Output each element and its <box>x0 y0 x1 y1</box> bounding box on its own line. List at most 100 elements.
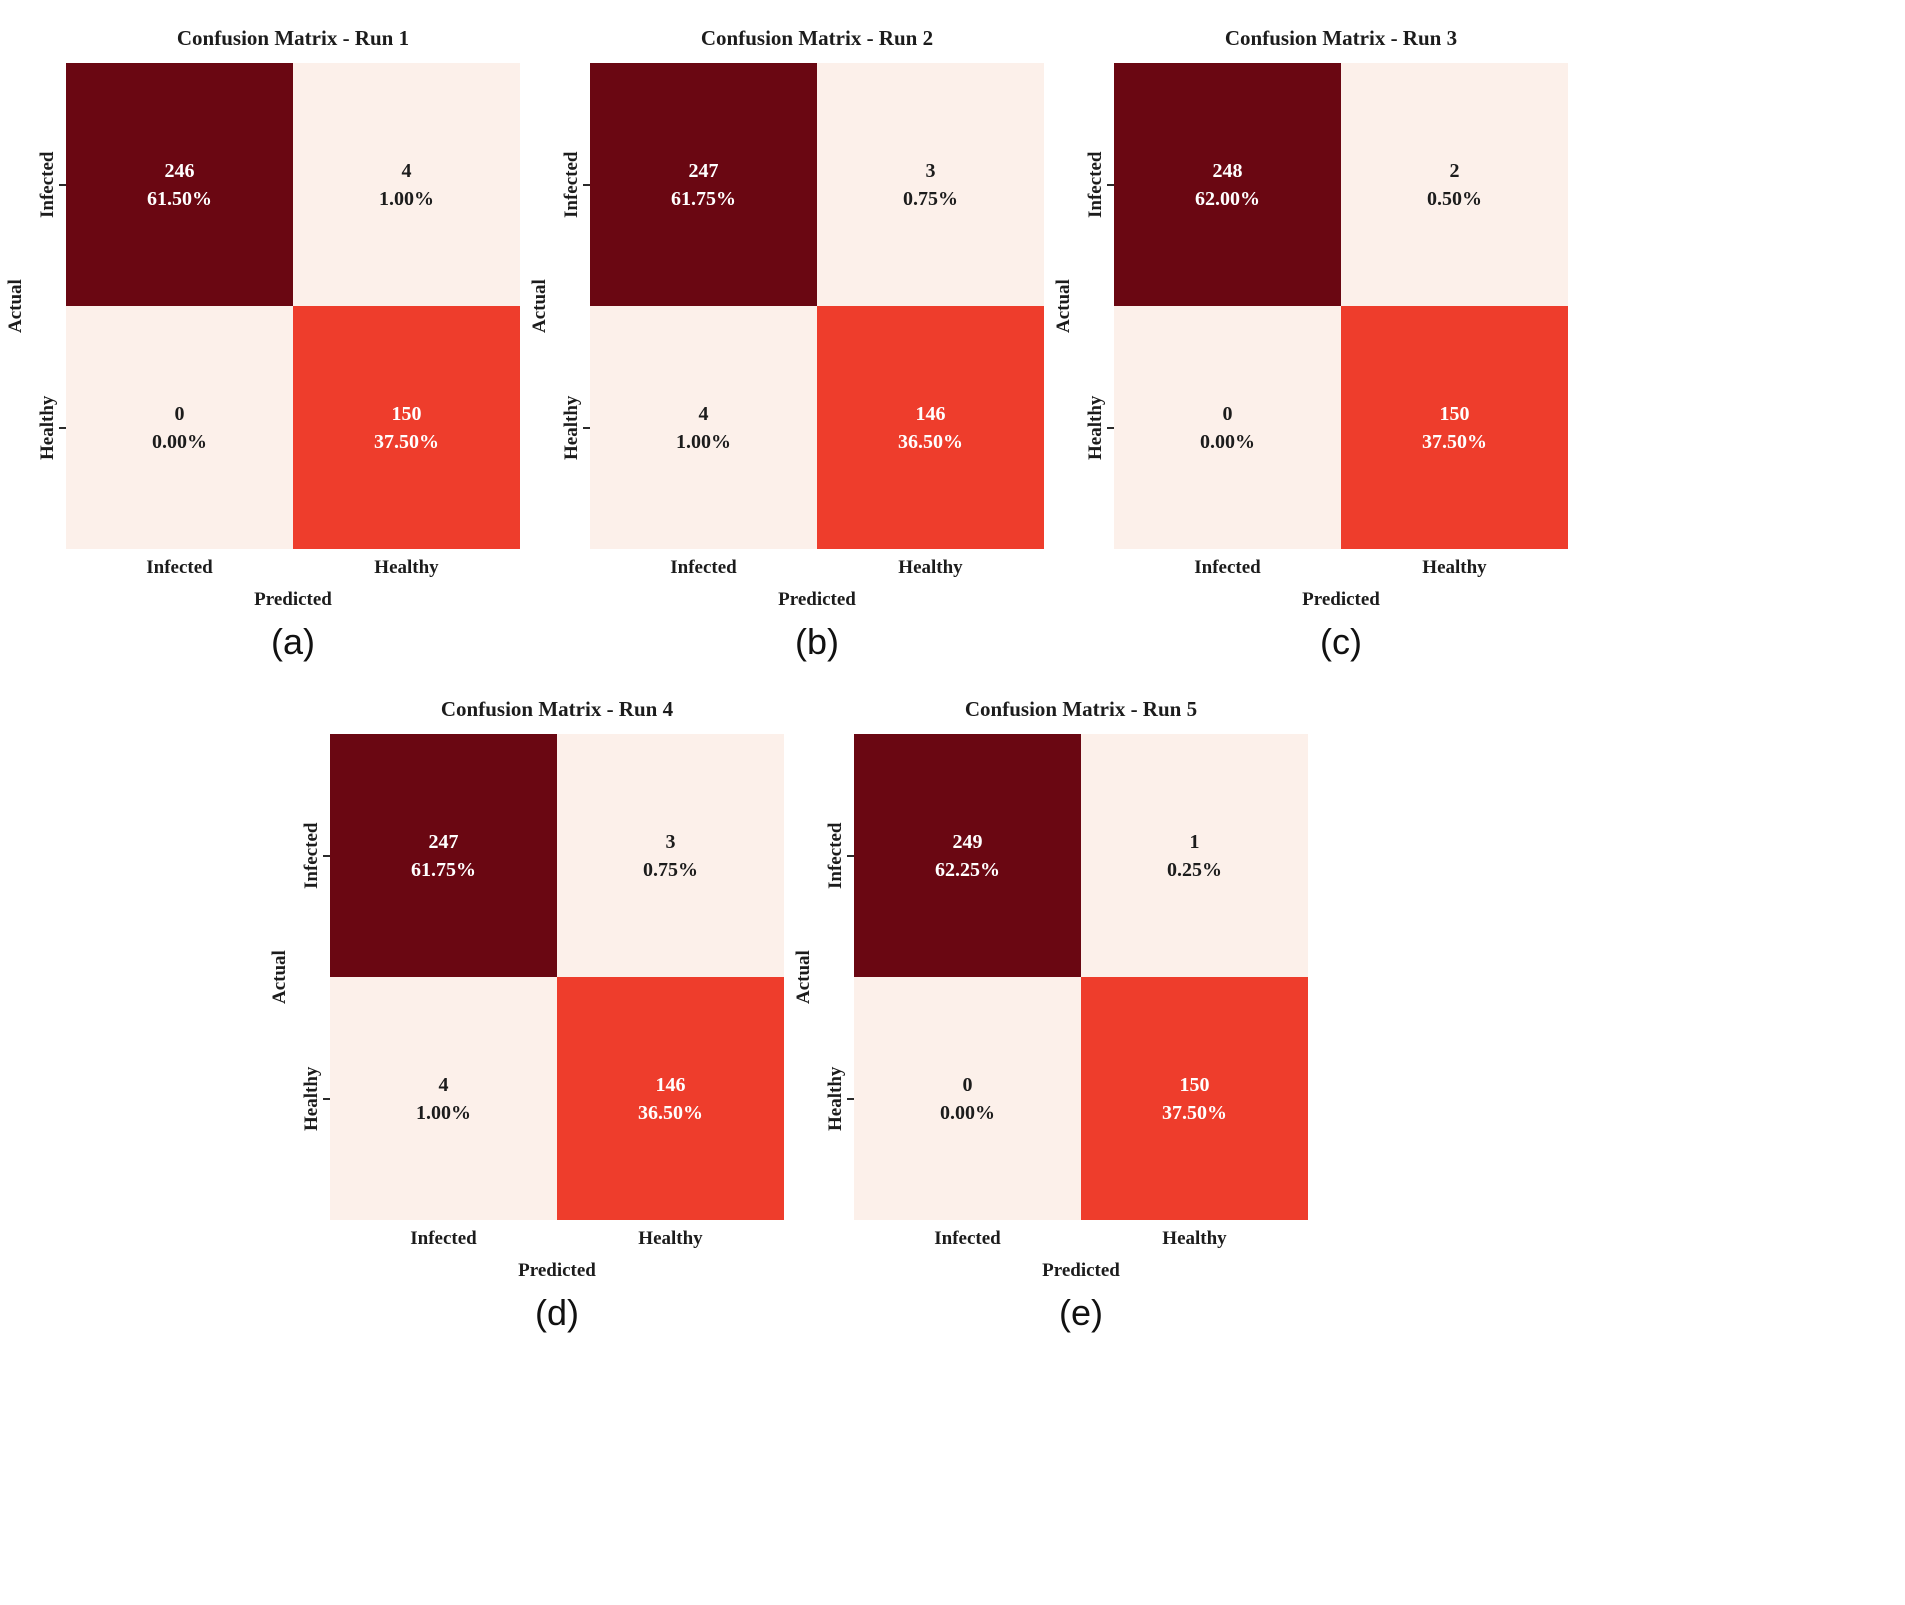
x-tick-infected: Infected <box>1194 557 1261 578</box>
cell-infected-infected: 247 61.75% <box>330 734 557 977</box>
x-tick-healthy: Healthy <box>1162 1228 1227 1249</box>
cell-infected-healthy: 3 0.75% <box>557 734 784 977</box>
y-axis-label: Actual <box>1053 279 1074 333</box>
x-axis-label: Predicted <box>778 589 856 610</box>
cell-percent: 61.75% <box>671 187 736 210</box>
y-tick-labels: Infected Healthy <box>294 734 330 1220</box>
y-axis-label: Actual <box>529 279 550 333</box>
cell-count: 247 <box>428 830 459 853</box>
x-tick-infected: Infected <box>670 557 737 578</box>
confusion-matrix-run-3: Confusion Matrix - Run 3 Actual Infected… <box>1050 26 1568 663</box>
cell-percent: 0.00% <box>1200 430 1255 453</box>
cell-count: 150 <box>1179 1073 1210 1096</box>
cell-percent: 0.75% <box>903 187 958 210</box>
heatmap: 247 61.75% 3 0.75% 4 1.00% <box>583 63 1044 549</box>
cell-percent: 0.75% <box>643 858 698 881</box>
subfigure-caption: (c) <box>1320 621 1362 662</box>
cell-percent: 0.50% <box>1427 187 1482 210</box>
cell-infected-infected: 248 62.00% <box>1114 63 1341 306</box>
cell-count: 247 <box>688 159 719 182</box>
cell-count: 3 <box>925 159 936 182</box>
cell-count: 0 <box>174 402 185 425</box>
cell-healthy-infected: 0 0.00% <box>854 977 1081 1220</box>
cell-percent: 62.00% <box>1195 187 1260 210</box>
cell-percent: 1.00% <box>416 1101 471 1124</box>
cell-healthy-infected: 4 1.00% <box>330 977 557 1220</box>
cell-count: 0 <box>1222 402 1233 425</box>
confusion-matrix-run-5: Confusion Matrix - Run 5 Actual Infected… <box>790 697 1308 1334</box>
cell-percent: 36.50% <box>898 430 963 453</box>
cell-count: 1 <box>1189 830 1200 853</box>
cell-healthy-infected: 0 0.00% <box>66 306 293 549</box>
y-axis-label: Actual <box>793 950 814 1004</box>
cell-percent: 37.50% <box>1162 1101 1227 1124</box>
subfigure-caption: (d) <box>535 1292 579 1333</box>
x-tick-labels: Infected Healthy <box>854 1228 1308 1250</box>
cell-infected-infected: 246 61.50% <box>66 63 293 306</box>
cell-count: 146 <box>915 402 946 425</box>
cell-infected-healthy: 3 0.75% <box>817 63 1044 306</box>
subfigure-caption: (e) <box>1059 1292 1103 1333</box>
cell-percent: 1.00% <box>379 187 434 210</box>
heatmap-grid: 247 61.75% 3 0.75% 4 1.00% <box>330 734 784 1220</box>
cell-count: 4 <box>698 402 709 425</box>
heatmap-grid: 246 61.50% 4 1.00% 0 0.00% <box>66 63 520 549</box>
y-tick-labels: Infected Healthy <box>30 63 66 549</box>
x-axis-label: Predicted <box>1302 589 1380 610</box>
heatmap-grid: 249 62.25% 1 0.25% 0 0.00% <box>854 734 1308 1220</box>
figure-content: Confusion Matrix - Run 1 Actual Infected… <box>2 26 1572 1334</box>
cell-count: 2 <box>1449 159 1460 182</box>
x-tick-healthy: Healthy <box>1422 557 1487 578</box>
cell-infected-healthy: 4 1.00% <box>293 63 520 306</box>
chart-title: Confusion Matrix - Run 5 <box>964 697 1198 721</box>
chart-body: Actual Infected Healthy 248 62.00% 2 <box>1050 63 1568 549</box>
x-tick-infected: Infected <box>934 1228 1001 1249</box>
cell-healthy-infected: 4 1.00% <box>590 306 817 549</box>
y-axis-label: Actual <box>5 279 26 333</box>
cell-percent: 62.25% <box>935 858 1000 881</box>
x-tick-infected: Infected <box>410 1228 477 1249</box>
confusion-matrix-run-2: Confusion Matrix - Run 2 Actual Infected… <box>526 26 1044 663</box>
cell-count: 4 <box>438 1073 449 1096</box>
chart-body: Actual Infected Healthy 246 61.50% 4 <box>2 63 520 549</box>
x-tick-infected: Infected <box>146 557 213 578</box>
x-tick-healthy: Healthy <box>898 557 963 578</box>
cell-count: 150 <box>1439 402 1470 425</box>
cell-count: 0 <box>962 1073 973 1096</box>
chart-title: Confusion Matrix - Run 2 <box>700 26 934 50</box>
x-tick-healthy: Healthy <box>638 1228 703 1249</box>
cell-percent: 61.50% <box>147 187 212 210</box>
cell-percent: 0.25% <box>1167 858 1222 881</box>
chart-title: Confusion Matrix - Run 3 <box>1224 26 1458 50</box>
chart-body: Actual Infected Healthy 247 61.75% 3 <box>266 734 784 1220</box>
chart-body: Actual Infected Healthy 249 62.25% 1 <box>790 734 1308 1220</box>
x-tick-labels: Infected Healthy <box>66 557 520 579</box>
cell-healthy-healthy: 150 37.50% <box>1081 977 1308 1220</box>
heatmap: 246 61.50% 4 1.00% 0 0.00% <box>59 63 520 549</box>
subfigure-caption: (a) <box>271 621 315 662</box>
cell-healthy-healthy: 146 36.50% <box>817 306 1044 549</box>
x-tick-healthy: Healthy <box>374 557 439 578</box>
y-tick-labels: Infected Healthy <box>554 63 590 549</box>
x-axis-label: Predicted <box>1042 1260 1120 1281</box>
subfigure-caption: (b) <box>795 621 839 662</box>
cell-count: 146 <box>655 1073 686 1096</box>
chart-title: Confusion Matrix - Run 4 <box>440 697 674 721</box>
cell-infected-healthy: 2 0.50% <box>1341 63 1568 306</box>
x-axis-label: Predicted <box>254 589 332 610</box>
heatmap: 248 62.00% 2 0.50% 0 0.00% <box>1107 63 1568 549</box>
cell-count: 249 <box>952 830 983 853</box>
y-tick-labels: Infected Healthy <box>818 734 854 1220</box>
cell-healthy-healthy: 150 37.50% <box>1341 306 1568 549</box>
cell-count: 248 <box>1212 159 1243 182</box>
confusion-matrix-run-1: Confusion Matrix - Run 1 Actual Infected… <box>2 26 520 663</box>
cell-percent: 37.50% <box>1422 430 1487 453</box>
row-bottom: Confusion Matrix - Run 4 Actual Infected… <box>2 697 1572 1334</box>
cell-count: 4 <box>401 159 412 182</box>
x-tick-labels: Infected Healthy <box>330 1228 784 1250</box>
heatmap-grid: 248 62.00% 2 0.50% 0 0.00% <box>1114 63 1568 549</box>
chart-body: Actual Infected Healthy 247 61.75% 3 <box>526 63 1044 549</box>
x-tick-labels: Infected Healthy <box>1114 557 1568 579</box>
cell-percent: 0.00% <box>152 430 207 453</box>
